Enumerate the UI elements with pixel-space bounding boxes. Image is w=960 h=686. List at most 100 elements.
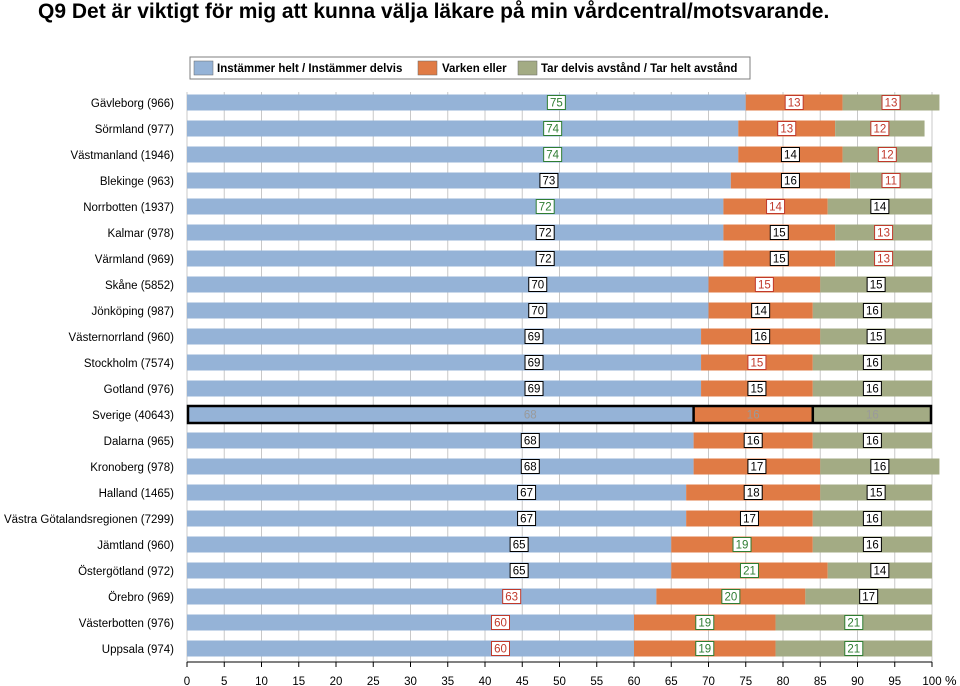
x-tick-label: 80: [777, 676, 790, 686]
category-label: Jönköping (987): [92, 306, 175, 318]
data-label: 14: [751, 303, 771, 318]
category-label: Västra Götalandsregionen (7299): [4, 514, 174, 526]
data-label-text: 21: [743, 566, 756, 578]
data-label: 68: [520, 459, 540, 474]
x-tick-label: 75: [739, 676, 752, 686]
category-label: Sörmland (977): [95, 124, 174, 136]
data-label-box: [870, 563, 890, 578]
data-label-box: [874, 225, 894, 240]
data-label-box: [739, 563, 759, 578]
data-label-box: [862, 511, 882, 526]
category-label: Dalarna (965): [104, 436, 174, 448]
data-label-box: [695, 615, 715, 630]
x-tick-label: 60: [628, 676, 641, 686]
data-label-text: 17: [751, 462, 764, 474]
data-label: 16: [743, 433, 763, 448]
data-label-text: 12: [881, 150, 894, 162]
x-tick-label: 25: [367, 676, 380, 686]
data-label-text: 19: [736, 540, 749, 552]
data-label-box: [546, 95, 566, 110]
bar-segment: [187, 640, 634, 657]
data-label-text: 21: [847, 618, 860, 630]
data-label: 69: [524, 355, 544, 370]
data-label-box: [751, 329, 771, 344]
data-label-box: [747, 381, 767, 396]
category-label: Västernorrland (960): [69, 332, 175, 344]
legend-label: Instämmer helt / Instämmer delvis: [217, 63, 402, 75]
data-label-text: 16: [873, 462, 886, 474]
data-label: 17: [859, 589, 879, 604]
data-label: 15: [866, 277, 886, 292]
category-label: Norrbotten (1937): [83, 202, 174, 214]
data-label: 21: [739, 563, 759, 578]
data-label-text: 73: [543, 176, 556, 188]
data-label: 60: [491, 641, 510, 656]
category-label: Östergötland (972): [78, 566, 174, 578]
data-label: 14: [766, 199, 786, 214]
data-label: 16: [780, 173, 800, 188]
data-label: 16: [862, 381, 882, 396]
data-label: 67: [517, 485, 537, 500]
bar-segment: [187, 328, 702, 345]
category-label: Jämtland (960): [97, 540, 174, 552]
data-label-box: [517, 511, 537, 526]
bar-segment: [187, 380, 702, 397]
category-label: Gotland (976): [104, 384, 174, 396]
x-tick-label: 90: [851, 676, 864, 686]
data-label-box: [784, 95, 804, 110]
legend-label: Varken eller: [442, 63, 507, 75]
data-label-box: [862, 433, 882, 448]
data-label: 16: [862, 511, 882, 526]
bar-segment: [187, 432, 694, 449]
data-label-box: [881, 95, 901, 110]
highlight-bar-outline: [186, 404, 933, 425]
data-label-box: [881, 173, 901, 188]
data-label: 20: [721, 589, 741, 604]
data-label: 16: [862, 433, 882, 448]
bar-segment: [187, 198, 724, 215]
data-label: 16: [862, 355, 882, 370]
data-label: 16: [866, 410, 879, 422]
data-label-box: [539, 173, 559, 188]
x-tick-label: 5: [221, 676, 227, 686]
data-label-box: [769, 225, 789, 240]
data-label-box: [543, 121, 563, 136]
data-label-text: 12: [873, 124, 886, 136]
data-label: 19: [695, 641, 715, 656]
data-label-text: 15: [870, 332, 883, 344]
data-label-text: 69: [528, 332, 541, 344]
data-label: 16: [870, 459, 890, 474]
data-label-text: 74: [546, 150, 559, 162]
data-label-text: 16: [866, 384, 879, 396]
data-label-box: [721, 589, 741, 604]
data-label-text: 60: [494, 644, 507, 656]
data-label-box: [844, 641, 864, 656]
data-label-box: [743, 433, 763, 448]
data-label-box: [862, 381, 882, 396]
x-tick-label: 85: [814, 676, 827, 686]
data-label-text: 16: [747, 436, 760, 448]
data-label: 13: [874, 251, 894, 266]
x-tick-label: 35: [441, 676, 454, 686]
legend-entry: Tar delvis avstånd / Tar helt avstånd: [517, 60, 737, 76]
data-label: 18: [743, 485, 763, 500]
bar-segment: [693, 406, 813, 423]
data-label-box: [866, 277, 886, 292]
data-label: 75: [546, 95, 566, 110]
data-label-box: [844, 615, 864, 630]
data-label: 16: [747, 410, 760, 422]
data-label-box: [874, 251, 894, 266]
data-label-text: 13: [780, 124, 793, 136]
bars-layer: [186, 94, 940, 657]
data-label-text: 70: [531, 306, 544, 318]
bar-segment: [187, 484, 687, 501]
x-tick-label: 10: [255, 676, 268, 686]
data-label-box: [535, 199, 555, 214]
data-label-box: [866, 485, 886, 500]
x-tick-label: 45: [516, 676, 529, 686]
bar-segment: [187, 94, 746, 111]
data-label: 72: [535, 225, 555, 240]
data-label-text: 14: [784, 150, 797, 162]
data-label-text: 16: [784, 176, 797, 188]
data-label-box: [743, 485, 763, 500]
